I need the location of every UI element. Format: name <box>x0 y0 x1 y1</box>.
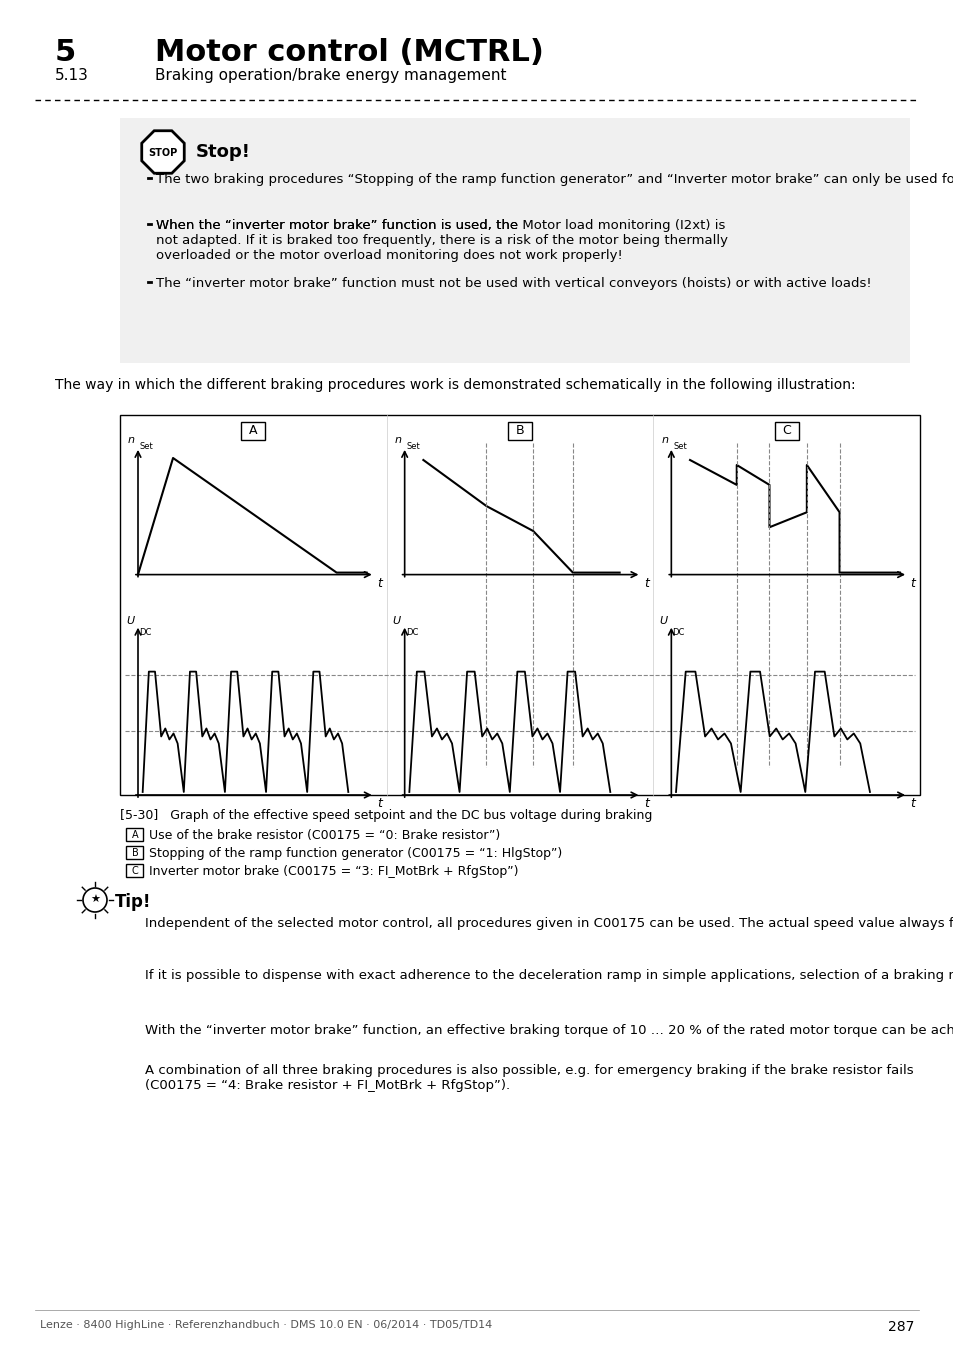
Text: ★: ★ <box>90 895 100 905</box>
Text: If it is possible to dispense with exact adherence to the deceleration ramp in s: If it is possible to dispense with exact… <box>145 969 953 981</box>
Text: Inverter motor brake (C00175 = “3: FI_MotBrk + RfgStop”): Inverter motor brake (C00175 = “3: FI_Mo… <box>149 864 518 878</box>
Text: 287: 287 <box>886 1320 913 1334</box>
Text: t: t <box>909 796 915 810</box>
Text: Lenze · 8400 HighLine · Referenzhandbuch · DMS 10.0 EN · 06/2014 · TD05/TD14: Lenze · 8400 HighLine · Referenzhandbuch… <box>40 1320 492 1330</box>
Text: When the “inverter motor brake” function is used, the Motor load monitoring (I2x: When the “inverter motor brake” function… <box>156 219 727 262</box>
Text: A: A <box>132 830 138 840</box>
Text: 5: 5 <box>55 38 76 68</box>
FancyBboxPatch shape <box>774 423 798 440</box>
FancyBboxPatch shape <box>127 828 143 841</box>
Text: DC: DC <box>139 628 152 637</box>
Text: Use of the brake resistor (C00175 = “0: Brake resistor”): Use of the brake resistor (C00175 = “0: … <box>149 829 499 841</box>
Text: n: n <box>660 435 668 446</box>
Text: The way in which the different braking procedures work is demonstrated schematic: The way in which the different braking p… <box>55 378 855 392</box>
Text: When the “inverter motor brake” function is used, the Motor load monitoring (I2x: When the “inverter motor brake” function… <box>156 219 727 262</box>
Text: t: t <box>909 576 915 590</box>
Text: n: n <box>128 435 135 446</box>
Text: t: t <box>643 796 648 810</box>
Text: [5-30]   Graph of the effective speed setpoint and the DC bus voltage during bra: [5-30] Graph of the effective speed setp… <box>120 809 652 822</box>
Text: Set: Set <box>140 441 153 451</box>
Text: A: A <box>249 424 257 437</box>
Text: The “inverter motor brake” function must not be used with vertical conveyors (ho: The “inverter motor brake” function must… <box>156 277 871 290</box>
FancyBboxPatch shape <box>241 423 265 440</box>
Text: A combination of all three braking procedures is also possible, e.g. for emergen: A combination of all three braking proce… <box>145 1064 913 1092</box>
Text: B: B <box>132 848 138 859</box>
Text: U: U <box>659 616 667 626</box>
Text: Independent of the selected motor control, all procedures given in C00175 can be: Independent of the selected motor contro… <box>145 917 953 930</box>
Circle shape <box>83 888 107 913</box>
Text: DC: DC <box>405 628 417 637</box>
Polygon shape <box>142 131 184 173</box>
Text: When the “inverter motor brake” function is used, the: When the “inverter motor brake” function… <box>156 219 522 232</box>
Text: The two braking procedures “Stopping of the ramp function generator” and “Invert: The two braking procedures “Stopping of … <box>156 173 953 186</box>
Text: t: t <box>376 576 382 590</box>
Text: t: t <box>376 796 382 810</box>
Text: DC: DC <box>672 628 684 637</box>
Text: Set: Set <box>673 441 686 451</box>
Text: C: C <box>132 865 138 876</box>
Text: 5.13: 5.13 <box>55 68 89 82</box>
Text: With the “inverter motor brake” function, an effective braking torque of 10 … 20: With the “inverter motor brake” function… <box>145 1025 953 1037</box>
Text: Tip!: Tip! <box>115 892 152 911</box>
Text: Stopping of the ramp function generator (C00175 = “1: HlgStop”): Stopping of the ramp function generator … <box>149 846 561 860</box>
Text: U: U <box>392 616 400 626</box>
FancyBboxPatch shape <box>507 423 532 440</box>
Text: Motor control (MCTRL): Motor control (MCTRL) <box>154 38 543 68</box>
Text: STOP: STOP <box>149 148 177 158</box>
Text: Stop!: Stop! <box>195 143 251 161</box>
FancyBboxPatch shape <box>127 864 143 876</box>
Text: B: B <box>516 424 524 437</box>
Text: C: C <box>781 424 790 437</box>
Text: Set: Set <box>406 441 420 451</box>
FancyBboxPatch shape <box>120 117 909 363</box>
FancyBboxPatch shape <box>127 845 143 859</box>
Text: U: U <box>126 616 133 626</box>
Text: n: n <box>395 435 401 446</box>
Text: t: t <box>643 576 648 590</box>
FancyBboxPatch shape <box>120 414 919 795</box>
Text: Braking operation/brake energy management: Braking operation/brake energy managemen… <box>154 68 506 82</box>
